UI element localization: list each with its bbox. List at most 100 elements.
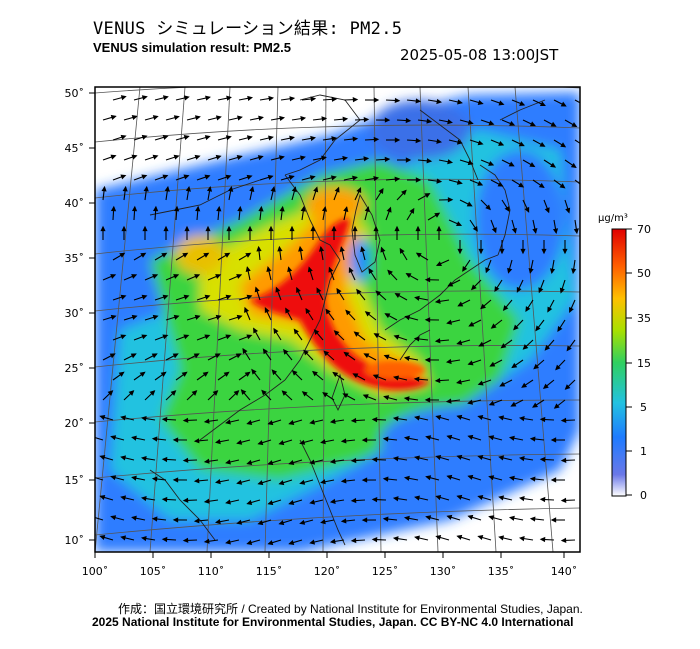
wind-arrow-head [267,540,274,546]
wind-arrow-head [386,206,392,213]
wind-arrow [574,139,580,144]
wind-arrow-head [246,459,253,465]
wind-arrow-head [203,418,210,424]
wind-arrow-head [203,538,210,544]
wind-arrow-head [539,496,546,503]
wind-arrow-head [258,205,264,212]
wind-arrow-head [182,497,189,503]
wind-arrow-head [120,294,127,300]
wind-arrow-head [182,252,189,258]
wind-arrow-head [582,103,586,106]
wind-arrow-head [323,350,330,357]
wind-arrow-head [363,353,370,359]
wind-arrow-head [191,390,198,396]
wind-arrow-head [538,182,545,189]
wind-arrow-head [521,382,528,388]
wind-arrow-head [477,140,484,146]
wind-arrow-head [120,174,127,180]
wind-arrow-head [142,225,148,232]
wind-arrow-head [447,281,454,287]
wind-arrow-head [332,371,339,378]
wind-arrow-head [152,205,159,212]
wind-arrow-head [550,517,557,523]
wind-arrow-head [120,415,127,421]
wind-arrow-head [490,323,497,329]
wind-arrow-head [508,161,515,167]
wind-arrow-head [329,498,336,504]
red-plume [250,218,430,390]
colorbar-tick-50: 50 [637,267,651,280]
wind-arrow-head [500,343,507,349]
wind-arrow-head [236,519,243,525]
wind-arrow-head [565,207,571,214]
wind-arrow-head [413,336,420,342]
wind-arrow-head [414,295,420,301]
wind-arrow-head [173,115,180,121]
wind-arrow-head [182,457,189,463]
wind-arrow-head [246,135,253,141]
wind-arrow-head [342,116,349,122]
wind-arrow-head [246,539,253,545]
wind-arrow-head [226,225,232,232]
colorbar-unit: μg/m³ [598,213,628,224]
wind-arrow-head [212,390,219,396]
wind-arrow-head [528,268,534,274]
wind-arrow-head [348,267,354,274]
wind-arrow-head [162,95,169,101]
lat-label-15: 15˚ [65,474,85,487]
longitude-axis: 100˚ 105˚ 110˚ 115˚ 120˚ 125˚ 130˚ 135˚ … [82,565,578,578]
wind-arrow-head [544,207,550,214]
wind-arrow-head [225,419,231,425]
wind-arrow-head [539,456,546,463]
wind-arrow-head [95,434,96,436]
wind-arrow-head [152,274,159,279]
wind-arrow-head [456,414,463,420]
wind-arrow-head [520,248,526,255]
wind-arrow-head [100,225,106,232]
wind-arrow-head [246,499,253,505]
wind-arrow-head [488,400,495,406]
wind-arrow-head [425,475,432,481]
wind-arrow-head [247,225,253,232]
wind-arrow-head [140,456,147,462]
wind-arrow-head [382,476,389,482]
colorbar-tick-5: 5 [640,401,647,414]
wind-arrow-head [550,437,557,443]
wind-arrow-head [264,307,270,314]
wind-arrow-head [361,437,368,443]
wind-arrow-head [194,154,201,160]
wind-arrow-head [542,383,549,389]
wind-arrow-head [393,334,400,340]
wind-arrow-head [529,121,536,127]
wind-arrow-head [342,393,349,399]
wind-arrow-head [457,301,464,307]
lat-label-25: 25˚ [65,362,85,375]
wind-arrow-head [571,122,578,128]
wind-arrow-head [488,120,495,126]
colorbar-gradient [611,228,627,497]
wind-arrow-head [371,536,378,543]
wind-arrow-head [513,324,519,331]
wind-arrow-head [101,185,107,192]
wind-arrow-head [128,390,135,396]
wind-arrow-head [194,274,201,279]
wind-arrow-head [215,314,222,320]
wind-arrow-head [435,415,442,421]
wind-arrow-head [382,436,389,442]
wind-arrow-head [539,141,546,147]
wind-arrow-head [363,156,370,162]
wind-arrow-head [555,364,561,371]
wind-arrow-head [99,495,106,500]
wind-arrow-head [491,227,497,234]
wind-arrow-head [434,298,441,304]
wind-arrow-head [236,314,243,320]
wind-arrow-head [477,495,484,500]
wind-arrow-head [414,415,420,421]
wind-arrow-head [214,479,221,485]
lon-label-125: 125˚ [372,565,399,578]
wind-arrow-head [141,134,148,140]
wind-arrow-head [141,95,148,101]
wind-arrow-head [307,266,313,273]
wind-arrow-head [445,358,452,365]
wind-arrow-head [289,225,295,232]
